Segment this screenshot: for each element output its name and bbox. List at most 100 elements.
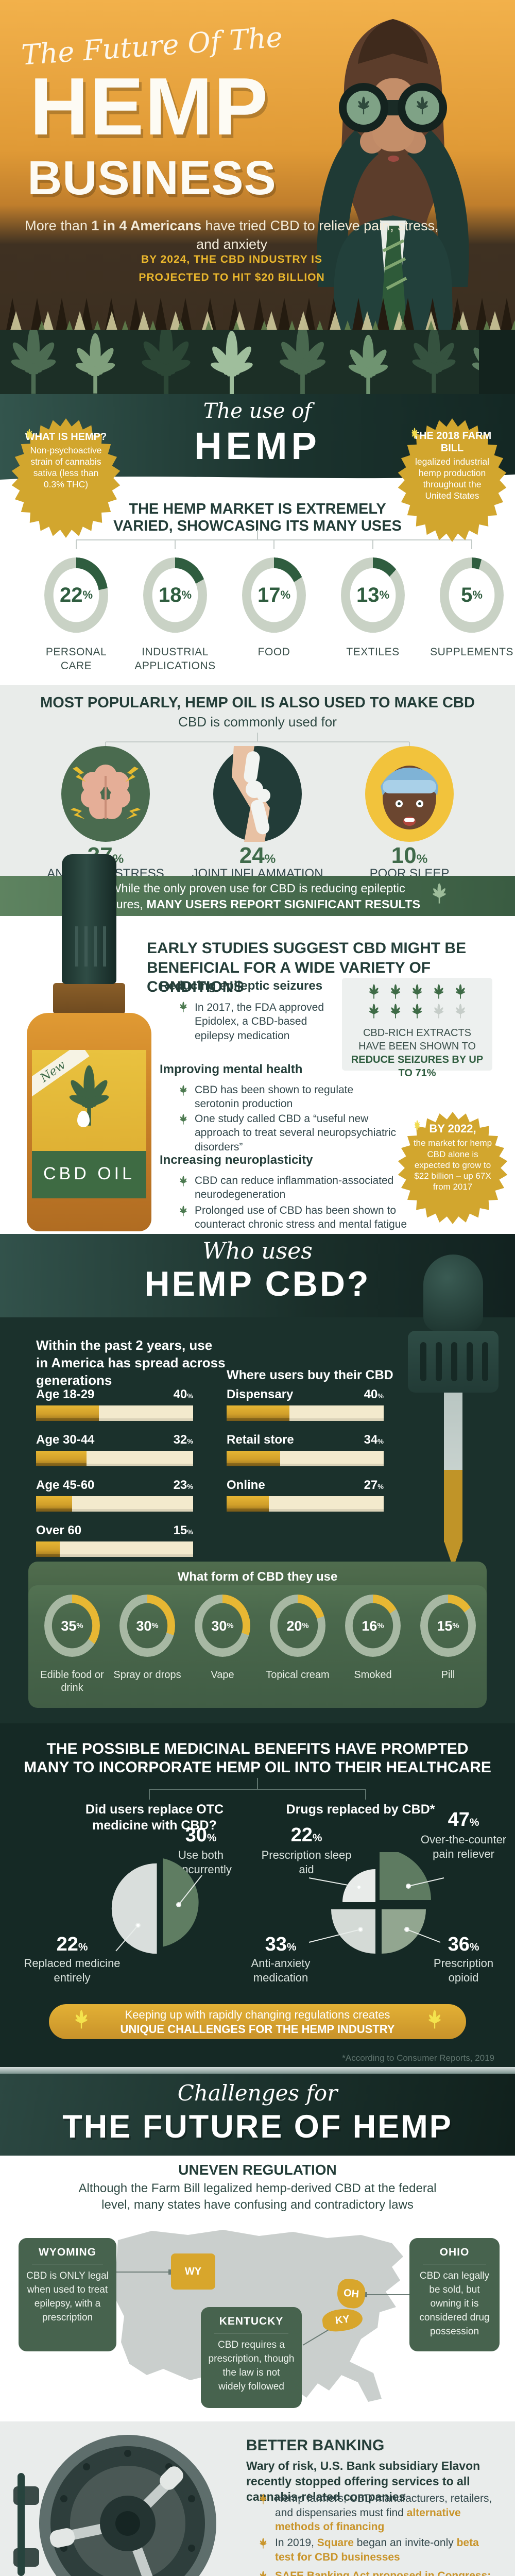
- what-badge-text: Non-psychoactive strain of cannabis sati…: [30, 445, 102, 489]
- otc-stat-label: Use both concurrently: [170, 1849, 232, 1876]
- cbd-bottle-label: New CBD OIL: [32, 1050, 146, 1198]
- bottle-product-label: CBD OIL: [32, 1151, 146, 1198]
- drug-stat-value: 22%: [290, 1824, 322, 1846]
- extract-box: CBD-RICH EXTRACTS HAVE BEEN SHOWN TO RED…: [342, 978, 492, 1079]
- age-bar-row: Over 60 15%: [36, 1523, 193, 1557]
- buy-heading: Where users buy their CBD: [227, 1368, 393, 1382]
- future-title: THE FUTURE OF HEMP: [62, 2109, 453, 2145]
- projection-line1: BY 2024, THE CBD INDUSTRY IS: [141, 253, 323, 265]
- leaf-bullet-icon: [177, 1114, 190, 1127]
- age-bar-row: Age 30-44 32%: [36, 1433, 193, 1466]
- otc-title: Did users replace OTC medicine with CBD?: [85, 1802, 224, 1833]
- leaf-bullet-icon: [256, 2571, 270, 2576]
- hero-title-line2: BUSINESS: [27, 151, 277, 205]
- generations-heading: Within the past 2 years, use in America …: [36, 1337, 226, 1388]
- buy-bar-row: Retail store 34%: [227, 1433, 384, 1466]
- regulations-banner: Keeping up with rapidly changing regulat…: [49, 2004, 466, 2039]
- medicinal-heading: THE POSSIBLE MEDICINAL BENEFITS HAVE PRO…: [24, 1740, 491, 1776]
- drug-stat-label: Anti-anxiety medication: [251, 1957, 311, 1984]
- wave-edge: [0, 474, 515, 484]
- leaf-icon: [426, 883, 452, 909]
- leaf-icon: [412, 1120, 422, 1130]
- consumer-reports-footnote: *According to Consumer Reports, 2019: [342, 2053, 494, 2063]
- ohio-card: OHIO CBD can legally be sold, but owning…: [409, 2238, 500, 2351]
- farm-badge-text: legalized industrial hemp production thr…: [415, 456, 489, 501]
- donut-supplements: 5%: [433, 557, 510, 635]
- bevel-strip: [0, 2067, 515, 2074]
- use-script: The use of: [203, 399, 312, 423]
- neuro-title: Increasing neuroplasticity: [160, 1153, 313, 1167]
- cbd-bottle-collar: [53, 983, 125, 1014]
- use-title: HEMP: [194, 425, 321, 467]
- drug-stat-label: Prescription opioid: [433, 1957, 494, 1984]
- who-title: HEMP CBD?: [144, 1264, 371, 1303]
- buy-bar-row: Dispensary 40%: [227, 1387, 384, 1421]
- donut-personal-care: 22%: [38, 557, 115, 635]
- cbd-bottle-body: New CBD OIL: [27, 1013, 151, 1231]
- wyoming-card: WYOMING CBD is ONLY legal when used to t…: [19, 2238, 116, 2351]
- leaf-bullet-icon: [177, 1085, 190, 1098]
- neuro-bullet1: CBD can reduce inflammation-associated n…: [195, 1175, 394, 1201]
- age-bar-row: Age 45-60 23%: [36, 1478, 193, 1512]
- hero-title-line1: HEMP: [29, 61, 269, 152]
- state-wy-marker: WY: [171, 2253, 215, 2290]
- banking-bullet1: Hemp farmers, CBD manufacturers, retaile…: [275, 2493, 492, 2533]
- mental-bullet2: One study called CBD a “useful new appro…: [195, 1113, 397, 1153]
- cbd-bottle-cap: [62, 854, 116, 984]
- donut-label: TEXTILES: [346, 646, 400, 658]
- otc-stat-label: Replaced medicine entirely: [24, 1957, 121, 1984]
- hemp-leaves-band: [0, 330, 515, 394]
- drugs-title: Drugs replaced by CBD*: [286, 1802, 435, 1817]
- buy-bar-row: Online 27%: [227, 1478, 384, 1512]
- pie-connector-lines: [115, 1875, 444, 1952]
- leaf-bullet-icon: [177, 1002, 190, 1015]
- leaf-icon: [24, 429, 35, 440]
- leaf-bullet-icon: [256, 2538, 270, 2551]
- seizures-bullet: In 2017, the FDA approved Epidolex, a CB…: [195, 1002, 324, 1042]
- otc-stat-value: 30%: [185, 1824, 217, 1846]
- extract-text: CBD-RICH EXTRACTS HAVE BEEN SHOWN TO RED…: [351, 1027, 484, 1079]
- medicinal-bracket: [149, 1778, 366, 1800]
- drug-stat-value: 36%: [448, 1934, 479, 1955]
- form-panel: What form of CBD they use 35% 30% 30% 20…: [28, 1562, 487, 1708]
- age-bar-row: Age 18-29 40%: [36, 1387, 193, 1421]
- regulations-banner-text: Keeping up with rapidly changing regulat…: [120, 2008, 395, 2036]
- studies-heading: EARLY STUDIES SUGGEST CBD MIGHT BE BENEF…: [147, 940, 467, 995]
- donut-textiles: 13%: [334, 557, 411, 635]
- donut-label: FOOD: [258, 646, 290, 658]
- form-panel-title: What form of CBD they use: [177, 1570, 338, 1584]
- leaf-bullet-icon: [177, 1176, 190, 1189]
- banking-bullet2: In 2019, Square began an invite-only bet…: [275, 2537, 479, 2563]
- regulation-heading: UNEVEN REGULATION: [178, 2162, 337, 2178]
- sleep-value: 10%: [391, 843, 428, 868]
- otc-stat-value: 22%: [56, 1934, 88, 1955]
- neuro-bullet2: Prolonged use of CBD has been shown to c…: [195, 1205, 407, 1231]
- leaf-icon: [423, 2010, 447, 2033]
- joint-value: 24%: [239, 843, 276, 868]
- cbd-uses-section: MOST POPULARLY, HEMP OIL IS ALSO USED TO…: [0, 685, 515, 880]
- farm-bill-badge: THE 2018 FARM BILL legalized industrial …: [398, 418, 507, 542]
- future-of-hemp-header: Challenges for THE FUTURE OF HEMP: [0, 2067, 515, 2156]
- donut-label: INDUSTRIAL APPLICATIONS: [134, 646, 216, 672]
- farm-badge-title: THE 2018 FARM BILL: [413, 430, 492, 454]
- drug-stat-value: 47%: [448, 1809, 479, 1831]
- donut-food: 17%: [235, 557, 313, 635]
- leaf-bullet-icon: [256, 2494, 270, 2507]
- seizures-title: Reducing epileptic seizures: [160, 979, 323, 993]
- donut-label: PERSONAL CARE: [45, 646, 107, 672]
- dropper-illustration: [397, 1255, 510, 1576]
- what-badge-title: WHAT IS HEMP?: [25, 431, 107, 443]
- hero-projection: BY 2024, THE CBD INDUSTRY IS PROJECTED T…: [21, 251, 443, 286]
- cbd-uses-heading: MOST POPULARLY, HEMP OIL IS ALSO USED TO…: [40, 694, 475, 711]
- droplet-icon: [77, 1111, 90, 1127]
- who-uses-section: Who uses HEMP CBD? Within the past 2 yea…: [0, 1234, 515, 1723]
- projection-line2: PROJECTED TO HIT $20 BILLION: [139, 271, 325, 283]
- leaf-bullet-icon: [177, 1206, 190, 1219]
- market-bracket: [76, 530, 472, 549]
- regulation-sub: Although the Farm Bill legalized hemp-de…: [78, 2181, 437, 2212]
- leaf-icon: [70, 2010, 93, 2033]
- proven-text: While the only proven use for CBD is red…: [94, 882, 421, 911]
- banking-bullet3: SAFE Banking Act proposed in Congress: t…: [275, 2570, 491, 2576]
- leaf-rating-row1: [342, 984, 492, 1003]
- what-is-hemp-badge: WHAT IS HEMP? Non-psychoactive strain of…: [11, 418, 121, 538]
